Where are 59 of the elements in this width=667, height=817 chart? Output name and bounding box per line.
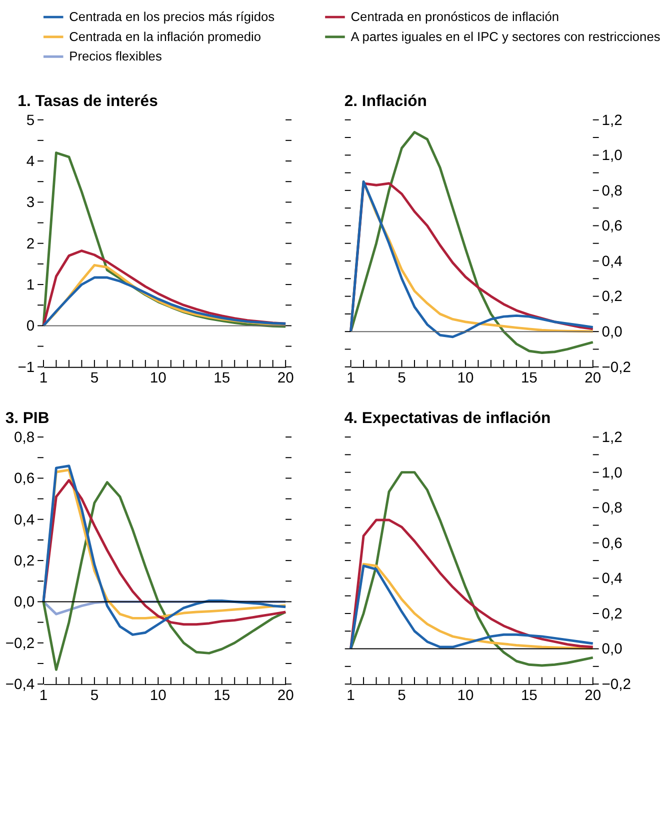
x-tick-label: 10 bbox=[150, 370, 166, 387]
y-tick-label: 0,2 bbox=[602, 606, 622, 622]
chart-title: 4. Expectativas de inflación bbox=[344, 410, 551, 428]
legend-label: A partes iguales en el IPC y sectores con restricciones bbox=[350, 28, 660, 44]
chart-title: 2. Inflación bbox=[344, 93, 427, 110]
y-tick-label: 2 bbox=[26, 236, 35, 252]
x-tick-label: 5 bbox=[90, 370, 99, 387]
y-tick-label: 0,0 bbox=[602, 642, 622, 658]
x-tick-label: 5 bbox=[398, 688, 406, 704]
y-tick-label: 0,0 bbox=[602, 324, 622, 341]
legend-label: Centrada en la inflación promedio bbox=[69, 28, 261, 44]
legend-label: Centrada en los precios más rígidos bbox=[69, 9, 275, 24]
x-tick-label: 15 bbox=[520, 370, 538, 387]
x-tick-label: 20 bbox=[277, 688, 294, 704]
y-tick-label: 1,0 bbox=[602, 148, 622, 164]
y-tick-label: 4 bbox=[26, 154, 35, 170]
x-tick-label: 1 bbox=[39, 688, 48, 704]
chart-title: 1. Tasas de interés bbox=[18, 93, 158, 110]
y-tick-label: −0,2 bbox=[5, 636, 35, 652]
x-tick-label: 15 bbox=[214, 688, 230, 704]
chart-title: 3. PIB bbox=[5, 410, 50, 428]
y-tick-label: 0,4 bbox=[602, 254, 622, 270]
y-tick-label: 5 bbox=[26, 112, 35, 129]
y-tick-label: −1 bbox=[18, 360, 35, 376]
x-tick-label: 10 bbox=[457, 370, 474, 387]
x-tick-label: 1 bbox=[39, 370, 48, 387]
y-tick-label: −0,2 bbox=[602, 677, 632, 694]
x-tick-label: 15 bbox=[520, 688, 538, 704]
y-tick-label: 0,8 bbox=[602, 183, 622, 200]
x-tick-label: 1 bbox=[346, 688, 355, 704]
y-tick-label: 0 bbox=[26, 318, 35, 335]
y-tick-label: −0,2 bbox=[602, 360, 632, 376]
y-tick-label: 0,0 bbox=[14, 594, 35, 611]
y-tick-label: 1 bbox=[26, 277, 35, 294]
y-tick-label: 0,2 bbox=[602, 289, 622, 306]
x-tick-label: 5 bbox=[90, 688, 99, 704]
legend-label: Precios flexibles bbox=[69, 48, 162, 64]
y-tick-label: 1,2 bbox=[602, 430, 622, 446]
y-tick-label: 0,6 bbox=[14, 471, 35, 488]
legend-label: Centrada en pronósticos de inflación bbox=[350, 9, 560, 24]
y-tick-label: 0,6 bbox=[602, 218, 622, 235]
y-tick-label: 0,8 bbox=[602, 500, 622, 517]
x-tick-label: 20 bbox=[584, 370, 602, 387]
x-tick-label: 20 bbox=[584, 688, 602, 704]
x-tick-label: 10 bbox=[457, 688, 474, 704]
x-tick-label: 20 bbox=[277, 370, 294, 387]
y-tick-label: 0,4 bbox=[14, 512, 35, 528]
y-tick-label: −0,4 bbox=[5, 677, 35, 694]
y-tick-label: 1,2 bbox=[602, 112, 622, 129]
y-tick-label: 1,0 bbox=[602, 465, 622, 482]
y-tick-label: 0,2 bbox=[14, 553, 35, 570]
y-tick-label: 0,8 bbox=[14, 430, 35, 446]
x-tick-label: 1 bbox=[346, 370, 355, 387]
x-tick-label: 15 bbox=[214, 370, 230, 387]
x-tick-label: 10 bbox=[150, 688, 166, 704]
y-tick-label: 0,4 bbox=[602, 571, 622, 588]
x-tick-label: 5 bbox=[398, 370, 406, 387]
y-tick-label: 0,6 bbox=[602, 536, 622, 552]
y-tick-label: 3 bbox=[26, 195, 35, 212]
